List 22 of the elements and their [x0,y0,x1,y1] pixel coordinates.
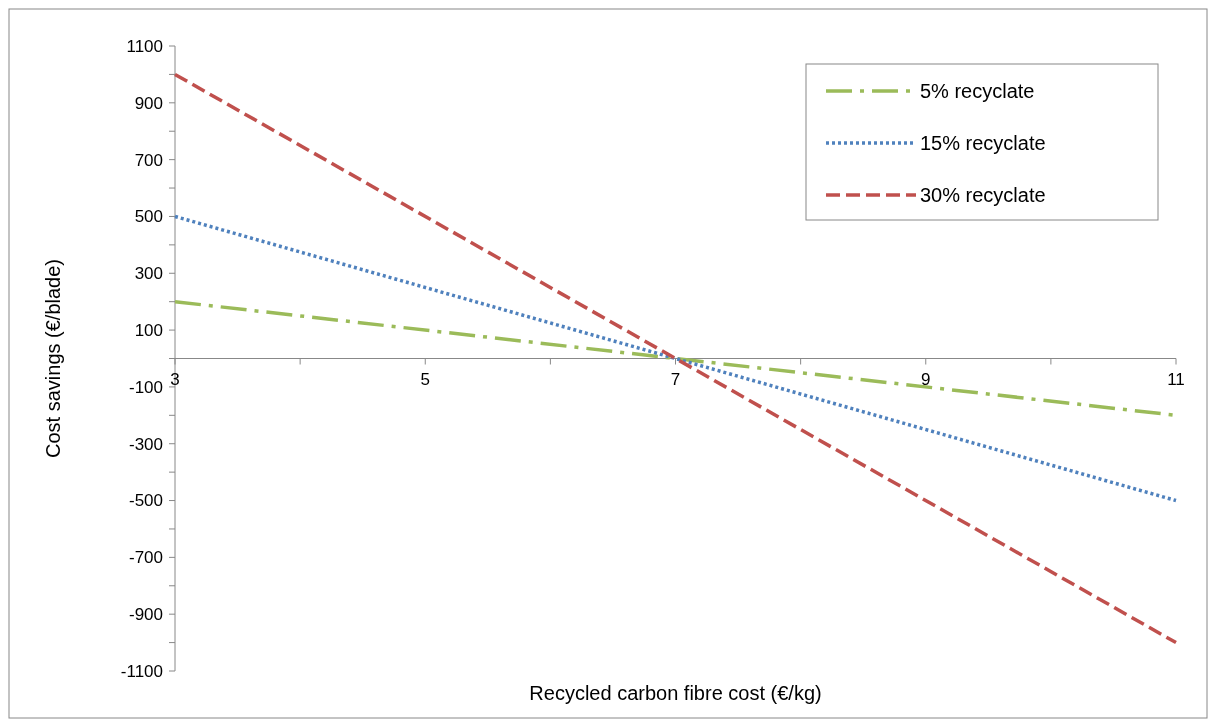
y-tick-label: -900 [128,605,163,625]
y-tick-label: -700 [128,548,163,568]
x-tick-label: 9 [921,369,931,389]
y-tick-label: -300 [128,434,163,454]
legend-label: 5% recyclate [920,80,1035,102]
y-tick-label: 100 [134,321,163,341]
legend-label: 30% recyclate [920,184,1046,206]
legend-label: 15% recyclate [920,132,1046,154]
x-tick-label: 3 [170,369,180,389]
y-tick-label: 300 [134,264,163,284]
x-tick-label: 7 [670,369,681,389]
y-axis-title: Cost savings (€/blade) [42,259,64,458]
y-tick-label: -100 [128,377,163,397]
y-tick-label: 700 [134,150,163,170]
y-tick-label: -500 [128,491,163,511]
y-tick-label: -1100 [120,661,163,681]
x-tick-label: 11 [1167,369,1185,389]
y-tick-label: 900 [134,93,163,113]
x-tick-label: 5 [420,369,430,389]
y-tick-label: 1100 [126,36,163,56]
y-tick-label: 500 [134,207,163,227]
x-axis-title: Recycled carbon fibre cost (€/kg) [529,682,822,704]
